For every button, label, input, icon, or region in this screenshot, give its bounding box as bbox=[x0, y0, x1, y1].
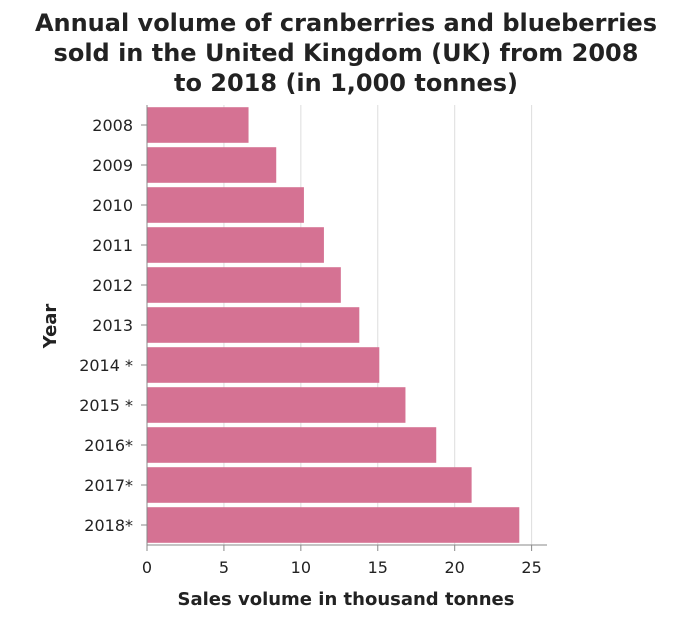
y-tick-label: 2013 bbox=[92, 316, 133, 335]
x-tick-label: 0 bbox=[142, 558, 152, 577]
y-tick-label: 2008 bbox=[92, 116, 133, 135]
y-tick-label: 2015 * bbox=[79, 396, 133, 415]
y-tick-label: 2009 bbox=[92, 156, 133, 175]
y-tick-label: 2011 bbox=[92, 236, 133, 255]
bar bbox=[147, 187, 304, 223]
x-tick-label: 10 bbox=[291, 558, 311, 577]
x-tick-label: 15 bbox=[368, 558, 388, 577]
y-tick-label: 2012 bbox=[92, 276, 133, 295]
bar bbox=[147, 307, 360, 343]
x-axis-tick-labels: 0 5 10 15 20 25 bbox=[142, 558, 542, 577]
bar bbox=[147, 227, 324, 263]
bar bbox=[147, 107, 249, 143]
x-tick-label: 5 bbox=[219, 558, 229, 577]
x-axis-title: Sales volume in thousand tonnes bbox=[178, 589, 515, 610]
chart-title-line-1: Annual volume of cranberries and blueber… bbox=[35, 9, 657, 37]
x-tick-label: 25 bbox=[521, 558, 541, 577]
x-tick-label: 20 bbox=[445, 558, 465, 577]
bar bbox=[147, 427, 437, 463]
bar bbox=[147, 507, 520, 543]
y-axis-tick-labels: 2008 2009 2010 2011 2012 2013 2014 * 2015 * 2016… bbox=[79, 116, 133, 535]
bar bbox=[147, 347, 380, 383]
bar bbox=[147, 387, 406, 423]
y-axis-title: Year bbox=[40, 304, 61, 350]
axes bbox=[141, 105, 547, 551]
y-tick-label: 2017* bbox=[84, 476, 133, 495]
y-tick-label: 2010 bbox=[92, 196, 133, 215]
y-tick-label: 2016* bbox=[84, 436, 133, 455]
chart-title-line-3: to 2018 (in 1,000 tonnes) bbox=[174, 69, 518, 97]
y-tick-label: 2014 * bbox=[79, 356, 133, 375]
bar bbox=[147, 467, 472, 503]
bar bbox=[147, 147, 277, 183]
chart-title: Annual volume of cranberries and blueber… bbox=[35, 9, 657, 97]
y-tick-label: 2018* bbox=[84, 516, 133, 535]
bar bbox=[147, 267, 341, 303]
bars bbox=[147, 107, 520, 543]
chart-title-line-2: sold in the United Kingdom (UK) from 200… bbox=[54, 39, 639, 67]
